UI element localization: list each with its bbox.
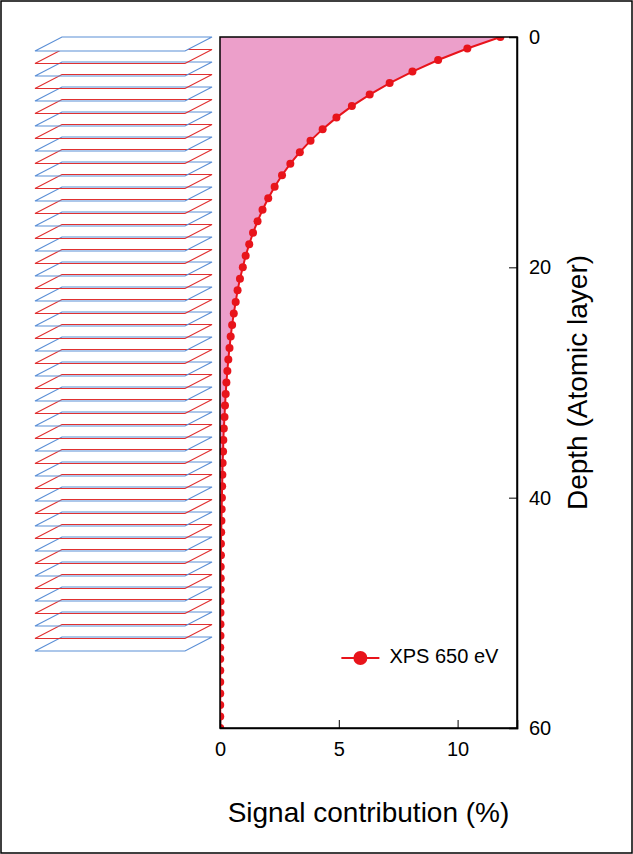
legend-swatch-marker — [353, 651, 367, 665]
signal-marker — [221, 402, 229, 410]
signal-marker — [286, 160, 294, 168]
signal-marker — [228, 321, 236, 329]
y-tick-label: 40 — [529, 487, 551, 509]
signal-line — [220, 37, 500, 728]
signal-marker — [226, 344, 234, 352]
legend: XPS 650 eV — [341, 645, 499, 667]
x-tick-label: 0 — [215, 738, 226, 760]
signal-marker — [220, 448, 227, 456]
signal-marker — [232, 298, 240, 306]
signal-marker — [230, 309, 238, 317]
signal-marker — [259, 206, 267, 214]
signal-marker — [366, 91, 374, 99]
signal-marker — [220, 528, 225, 536]
y-tick: 20 — [509, 256, 551, 278]
signal-marker — [222, 379, 230, 387]
y-axis-title: Depth (Atomic layer) — [562, 255, 593, 510]
signal-marker — [220, 471, 226, 479]
y-tick-mark — [509, 498, 517, 499]
signal-marker — [245, 240, 253, 248]
plot-area — [220, 37, 504, 728]
signal-marker — [220, 505, 226, 513]
y-tick-mark — [509, 37, 517, 38]
x-axis-line — [221, 720, 518, 729]
y-axis: 0 20 40 60 — [509, 26, 551, 739]
signal-marker — [236, 275, 244, 283]
signal-marker — [307, 137, 315, 145]
signal-marker — [264, 194, 272, 202]
signal-marker — [296, 148, 304, 156]
signal-marker — [408, 68, 416, 76]
signal-marker — [239, 263, 247, 271]
x-tick-mark — [220, 720, 221, 728]
y-tick-label: 0 — [529, 26, 540, 48]
x-tick: 5 — [334, 720, 345, 760]
x-tick: 0 — [215, 720, 226, 760]
signal-marker — [249, 229, 257, 237]
signal-marker — [242, 252, 250, 260]
x-tick-label: 5 — [334, 738, 345, 760]
signal-marker — [227, 332, 235, 340]
x-tick-label: 10 — [447, 738, 469, 760]
x-axis: 0 5 10 — [215, 720, 518, 760]
signal-marker — [220, 436, 227, 444]
x-tick-mark — [339, 720, 340, 728]
y-tick-mark — [509, 267, 517, 268]
y-tick: 40 — [509, 487, 551, 509]
signal-marker — [319, 125, 327, 133]
y-tick: 60 — [509, 717, 551, 739]
signal-marker — [234, 286, 242, 294]
atomic-layer — [35, 37, 212, 51]
figure-border — [1, 1, 632, 853]
figure: 0 5 10 0 20 40 60 Signal contribution (%) Depth … — [0, 0, 633, 854]
signal-area — [220, 37, 500, 728]
x-axis-title: Signal contribution (%) — [228, 797, 510, 828]
signal-marker — [220, 517, 225, 525]
signal-marker — [278, 171, 286, 179]
signal-marker — [221, 413, 229, 421]
y-axis-line — [509, 38, 518, 729]
layer-stack — [35, 37, 212, 651]
signal-marker — [463, 45, 471, 53]
signal-marker — [220, 482, 226, 490]
plot-frame — [220, 37, 517, 728]
signal-marker — [220, 494, 226, 502]
signal-marker — [271, 183, 279, 191]
x-tick-mark — [458, 720, 459, 728]
signal-marker — [222, 390, 230, 398]
signal-marker — [223, 367, 231, 375]
signal-marker — [220, 425, 228, 433]
legend-label: XPS 650 eV — [389, 645, 499, 667]
y-tick-label: 60 — [529, 717, 551, 739]
y-tick-mark — [509, 728, 517, 729]
signal-marker — [254, 217, 262, 225]
signal-marker — [224, 355, 232, 363]
y-tick: 0 — [509, 26, 540, 48]
signal-marker — [348, 102, 356, 110]
signal-marker — [434, 56, 442, 64]
y-tick-label: 20 — [529, 256, 551, 278]
signal-marker — [332, 114, 340, 122]
signal-marker — [220, 459, 227, 467]
x-tick: 10 — [447, 720, 469, 760]
signal-marker — [386, 79, 394, 87]
